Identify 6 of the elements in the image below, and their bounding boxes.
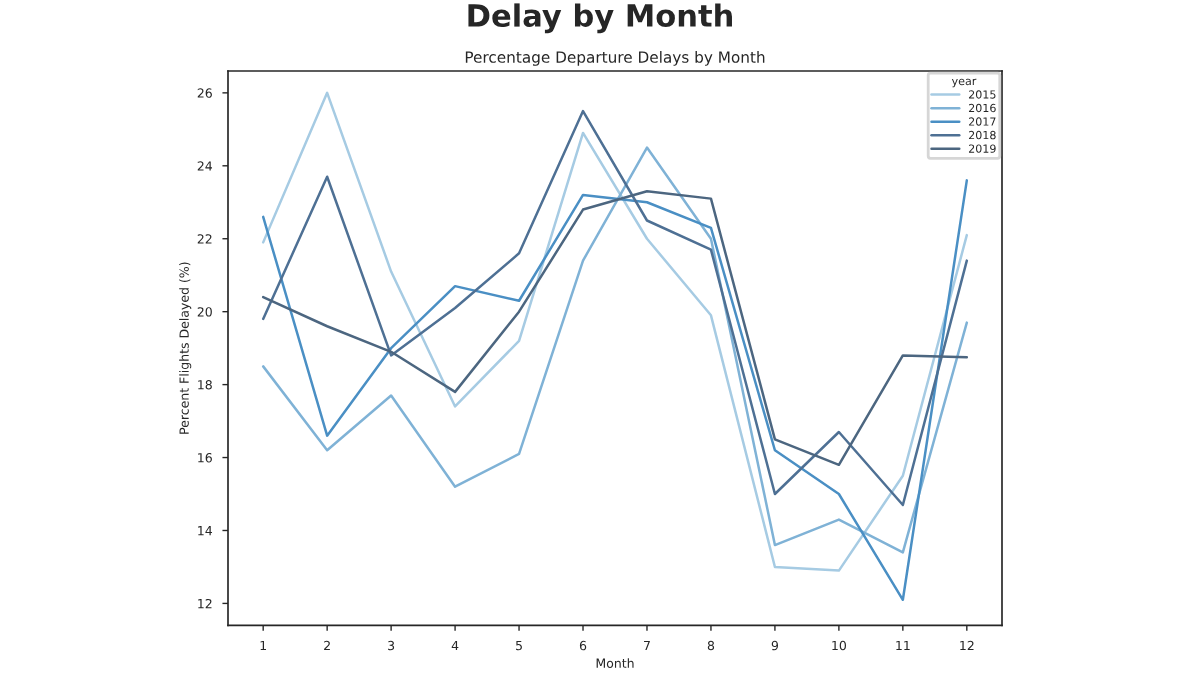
line-series (261, 179, 969, 602)
line-series (261, 146, 969, 554)
line-series (261, 190, 969, 467)
chart-title: Delay by Month (468, 3, 732, 34)
line-series (261, 91, 969, 572)
line-series (261, 109, 969, 507)
